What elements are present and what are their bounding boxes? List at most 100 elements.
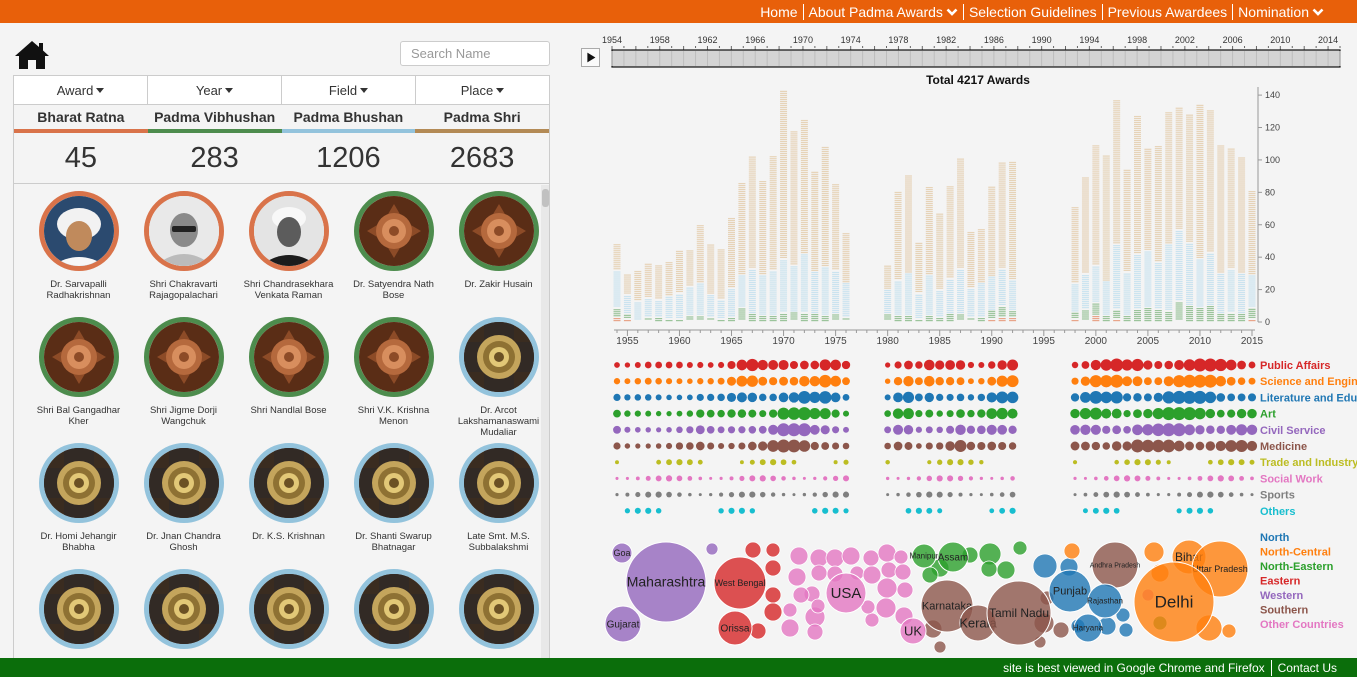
field-dot[interactable] xyxy=(1203,358,1217,372)
field-dot[interactable] xyxy=(832,491,839,498)
field-dot[interactable] xyxy=(885,476,890,481)
field-dot[interactable] xyxy=(749,508,756,514)
field-dot[interactable] xyxy=(625,476,629,480)
awardee-card[interactable]: Dr. Jnan Chandra Ghosh xyxy=(131,443,236,553)
field-dot[interactable] xyxy=(1228,459,1235,466)
bar-segment[interactable] xyxy=(967,318,975,320)
field-dot[interactable] xyxy=(666,491,672,498)
tab-padma-shri[interactable]: Padma Shri xyxy=(415,105,549,133)
bar-segment[interactable] xyxy=(1175,230,1183,301)
field-dot[interactable] xyxy=(977,441,986,451)
field-dot[interactable] xyxy=(1177,492,1182,497)
field-dot[interactable] xyxy=(666,427,672,433)
timeline-slider[interactable]: 1954 1958 1962 1966 1970 1974 1978 1982 1986 1990… xyxy=(600,32,1345,70)
field-dot[interactable] xyxy=(1186,507,1193,514)
field-dot[interactable] xyxy=(687,476,693,481)
bar-segment[interactable] xyxy=(686,316,694,320)
field-dot[interactable] xyxy=(957,459,964,466)
field-dot[interactable] xyxy=(1172,423,1186,437)
field-dot[interactable] xyxy=(956,409,965,418)
field-dot[interactable] xyxy=(676,426,683,434)
bar-segment[interactable] xyxy=(925,316,933,322)
field-dot[interactable] xyxy=(902,391,915,404)
bar-segment[interactable] xyxy=(1175,302,1183,320)
field-dot[interactable] xyxy=(1216,425,1225,435)
field-dot[interactable] xyxy=(645,443,651,449)
field-dot[interactable] xyxy=(1073,476,1077,480)
bar-segment[interactable] xyxy=(623,295,631,314)
field-dot[interactable] xyxy=(1093,492,1099,498)
field-dot[interactable] xyxy=(759,459,766,466)
field-dot[interactable] xyxy=(924,392,935,403)
field-dot[interactable] xyxy=(634,362,641,368)
field-dot[interactable] xyxy=(1250,476,1254,481)
field-dot[interactable] xyxy=(798,391,811,404)
field-dot[interactable] xyxy=(1228,475,1235,482)
field-dot[interactable] xyxy=(1187,476,1192,481)
field-dot[interactable] xyxy=(903,408,914,420)
bar-segment[interactable] xyxy=(915,294,923,318)
field-dot[interactable] xyxy=(780,459,787,466)
field-dot[interactable] xyxy=(832,507,839,514)
field-dot[interactable] xyxy=(644,361,652,369)
field-dot[interactable] xyxy=(749,491,756,498)
bar-segment[interactable] xyxy=(1071,284,1079,312)
bar-segment[interactable] xyxy=(769,156,777,270)
place-bubble[interactable] xyxy=(1221,623,1237,639)
region-legend-north-eastern[interactable]: North-Eastern xyxy=(1260,561,1334,573)
field-dot[interactable] xyxy=(655,410,662,417)
field-dot[interactable] xyxy=(1100,391,1113,404)
field-dot[interactable] xyxy=(717,426,725,434)
field-dot[interactable] xyxy=(1193,358,1207,372)
tab-bharat-ratna[interactable]: Bharat Ratna xyxy=(14,105,148,133)
place-bubble[interactable] xyxy=(1118,622,1134,638)
field-dot[interactable] xyxy=(797,423,811,437)
field-dot[interactable] xyxy=(1100,375,1113,388)
field-dot[interactable] xyxy=(925,426,933,434)
field-dot[interactable] xyxy=(719,492,724,497)
field-dot[interactable] xyxy=(624,410,631,417)
bar-segment[interactable] xyxy=(738,183,746,275)
bar-segment[interactable] xyxy=(884,314,892,320)
field-dot[interactable] xyxy=(977,425,986,435)
field-dot[interactable] xyxy=(1073,493,1077,497)
bar-segment[interactable] xyxy=(1092,303,1100,315)
field-dot[interactable] xyxy=(1162,407,1176,421)
field-dot[interactable] xyxy=(1081,441,1090,451)
bar-segment[interactable] xyxy=(1154,263,1162,309)
field-dot[interactable] xyxy=(728,491,735,498)
field-dot[interactable] xyxy=(893,424,904,435)
field-dot[interactable] xyxy=(759,491,766,498)
bar-segment[interactable] xyxy=(1113,100,1121,244)
field-dot[interactable] xyxy=(615,493,619,497)
field-dot[interactable] xyxy=(615,460,619,465)
field-dot[interactable] xyxy=(914,393,923,402)
field-dot[interactable] xyxy=(717,393,725,402)
bar-segment[interactable] xyxy=(832,184,840,270)
field-dot[interactable] xyxy=(770,459,777,466)
field-dot[interactable] xyxy=(758,441,768,451)
field-dot[interactable] xyxy=(915,361,923,369)
bar-segment[interactable] xyxy=(1206,110,1214,252)
field-dot[interactable] xyxy=(955,424,966,436)
awardee-card[interactable]: Shri V.K. Krishna Menon xyxy=(341,317,446,427)
field-dot[interactable] xyxy=(1162,423,1176,437)
field-dot[interactable] xyxy=(884,410,891,417)
bar-segment[interactable] xyxy=(748,269,756,314)
field-dot[interactable] xyxy=(1121,359,1133,371)
awardee-card[interactable]: Late Smt. M.S. Subbalakshmi xyxy=(446,443,541,553)
place-bubble[interactable] xyxy=(880,561,898,579)
field-dot[interactable] xyxy=(1132,376,1143,387)
field-dot[interactable] xyxy=(1173,375,1186,388)
field-dot[interactable] xyxy=(746,358,759,372)
field-dot[interactable] xyxy=(832,475,839,482)
field-dot[interactable] xyxy=(644,377,652,385)
field-dot[interactable] xyxy=(686,442,694,450)
field-dot[interactable] xyxy=(739,475,745,481)
field-dot[interactable] xyxy=(978,362,985,368)
bar-segment[interactable] xyxy=(1165,312,1173,322)
bar-segment[interactable] xyxy=(884,289,892,314)
field-dot[interactable] xyxy=(1250,493,1254,497)
field-dot[interactable] xyxy=(1000,476,1004,481)
field-dot[interactable] xyxy=(997,424,1008,435)
